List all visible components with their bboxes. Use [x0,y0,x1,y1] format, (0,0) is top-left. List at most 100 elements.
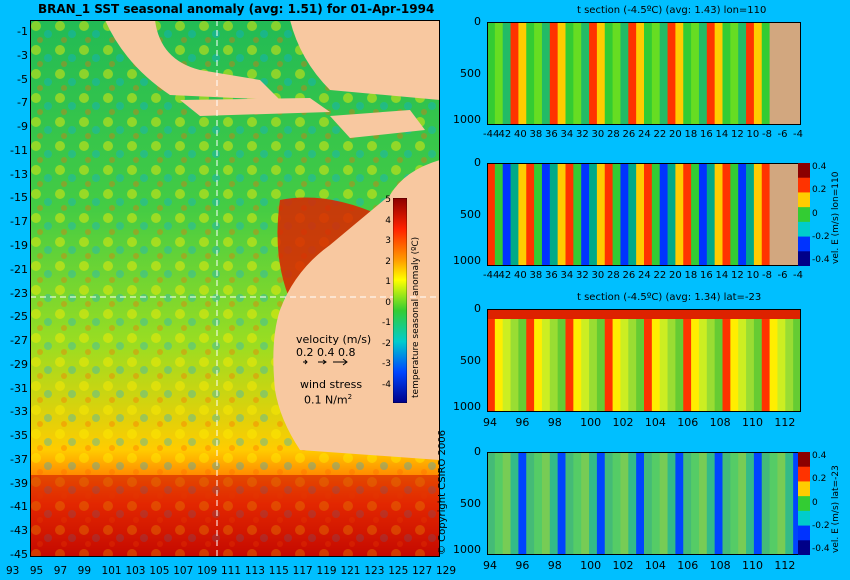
main-map-x-tick: 111 [221,565,242,577]
section-column [691,22,700,125]
panel-frame [487,22,801,125]
panel-x-tick: 36 [545,270,558,281]
panel-x-tick: 104 [644,416,666,429]
section-column [722,309,731,412]
main-map-y-tick: -31 [10,381,28,395]
main-map-y-tick: -27 [10,334,28,348]
section-column [659,163,669,266]
section-column [659,309,669,412]
colorbar-segment [798,221,810,238]
section-column [730,163,739,266]
wind-legend-value: 0.1 N/m2 [304,393,352,407]
colorbar-segment [798,496,810,512]
section-column [620,309,629,412]
sst-colorbar-tick: 2 [385,256,391,267]
main-map-x-tick: 117 [292,565,313,577]
panel-x-tick: 22 [653,270,667,281]
section-column [487,452,496,555]
colorbar-segment [798,540,810,555]
section-column [761,22,771,125]
panel-colorbar-tick: 0.4 [812,162,827,172]
colorbar-segment [798,236,810,252]
section-column [777,452,786,555]
panel-y-tick: 0 [474,302,481,315]
main-map-y-tick: -11 [10,143,28,157]
panel-x-tick: 32 [576,129,589,140]
section-column [793,163,801,266]
panel-colorbar-tick: 0.2 [812,185,827,196]
panel-x-tick: 110 [742,559,764,572]
main-map-y-tick: -7 [17,96,28,110]
section-column [644,309,653,412]
panel-x-tick: 112 [774,559,796,572]
sst-colorbar-tick: -3 [382,359,391,369]
section-column [683,22,692,125]
panel-y-tick: 500 [460,353,481,367]
section-column [691,163,700,266]
arrow-0-8 [333,358,348,366]
section-column [698,309,708,412]
copyright-notice: © Copyright CSIRO 2006 [437,430,448,555]
sst-colorbar-tick: -2 [382,338,391,349]
section-column [683,309,692,412]
main-map-y-tick: -37 [10,452,28,466]
land-sumatra [105,20,280,100]
section-column [644,163,653,266]
section-column [526,452,535,555]
sst-colorbar-tick: 1 [385,277,391,287]
section-column [557,309,566,412]
section-column [487,309,496,412]
section-column [549,309,559,412]
section-column [518,452,527,555]
section-column [557,22,566,125]
panel-y-tick: 500 [460,207,481,221]
section-column [706,452,716,555]
panel-colorbar-label: vel. E (m/s) lat=-23 [831,465,841,553]
main-map-y-tick: -1 [17,25,28,38]
wind-legend-value-text: 0.1 N/m [304,393,348,407]
colorbar-segment [798,251,810,266]
panel-x-tick: 10 [746,270,760,281]
section-column [761,309,771,412]
section-column [589,452,598,555]
panel-title-t-section-lat: t section (-4.5ºC) (avg: 1.34) lat=-23 [577,292,762,303]
panel-x-tick: 22 [653,129,667,140]
panel-x-tick: 12 [731,270,744,281]
panel-x-tick: 38 [529,129,543,140]
section-column [518,22,527,125]
section-column [785,163,794,266]
section-column [510,452,519,555]
panel-x-tick: -44 [483,270,500,281]
panel-x-tick: 26 [622,270,636,281]
panel-colorbar-tick: 0 [812,497,818,508]
section-column [706,309,716,412]
section-column [698,452,708,555]
section-column [487,163,496,266]
arrow-0-4 [318,359,327,365]
panel-colorbar-tick: -0.2 [812,231,830,242]
section-column [565,452,574,555]
panel-plot-t-section-lon [487,22,801,125]
section-column [722,163,731,266]
panel-x-tick: 14 [715,129,729,140]
main-map-x-tick: 127 [412,565,433,577]
colorbar-segment [798,207,810,223]
sst-colorbar-label: temperature seasonal anomaly (ºC) [411,236,421,398]
section-column [573,452,582,555]
sst-colorbar-tick: 4 [385,215,391,226]
section-column [620,163,629,266]
panel-x-tick: 112 [774,416,796,429]
panel-x-tick: 108 [709,416,731,429]
panel-x-tick: 40 [514,270,527,281]
panel-y-tick: 500 [460,66,481,80]
panel-colorbar-tick: -0.2 [812,520,830,531]
panel-x-tick: 106 [677,416,699,429]
main-map-y-tick: -5 [17,72,28,86]
section-column [738,163,747,266]
main-map-x-tick: 119 [316,565,337,577]
section-column [644,452,653,555]
panel-x-tick: 34 [560,270,574,281]
section-column [487,22,496,125]
section-column [604,22,614,125]
land-borneo [290,20,440,100]
